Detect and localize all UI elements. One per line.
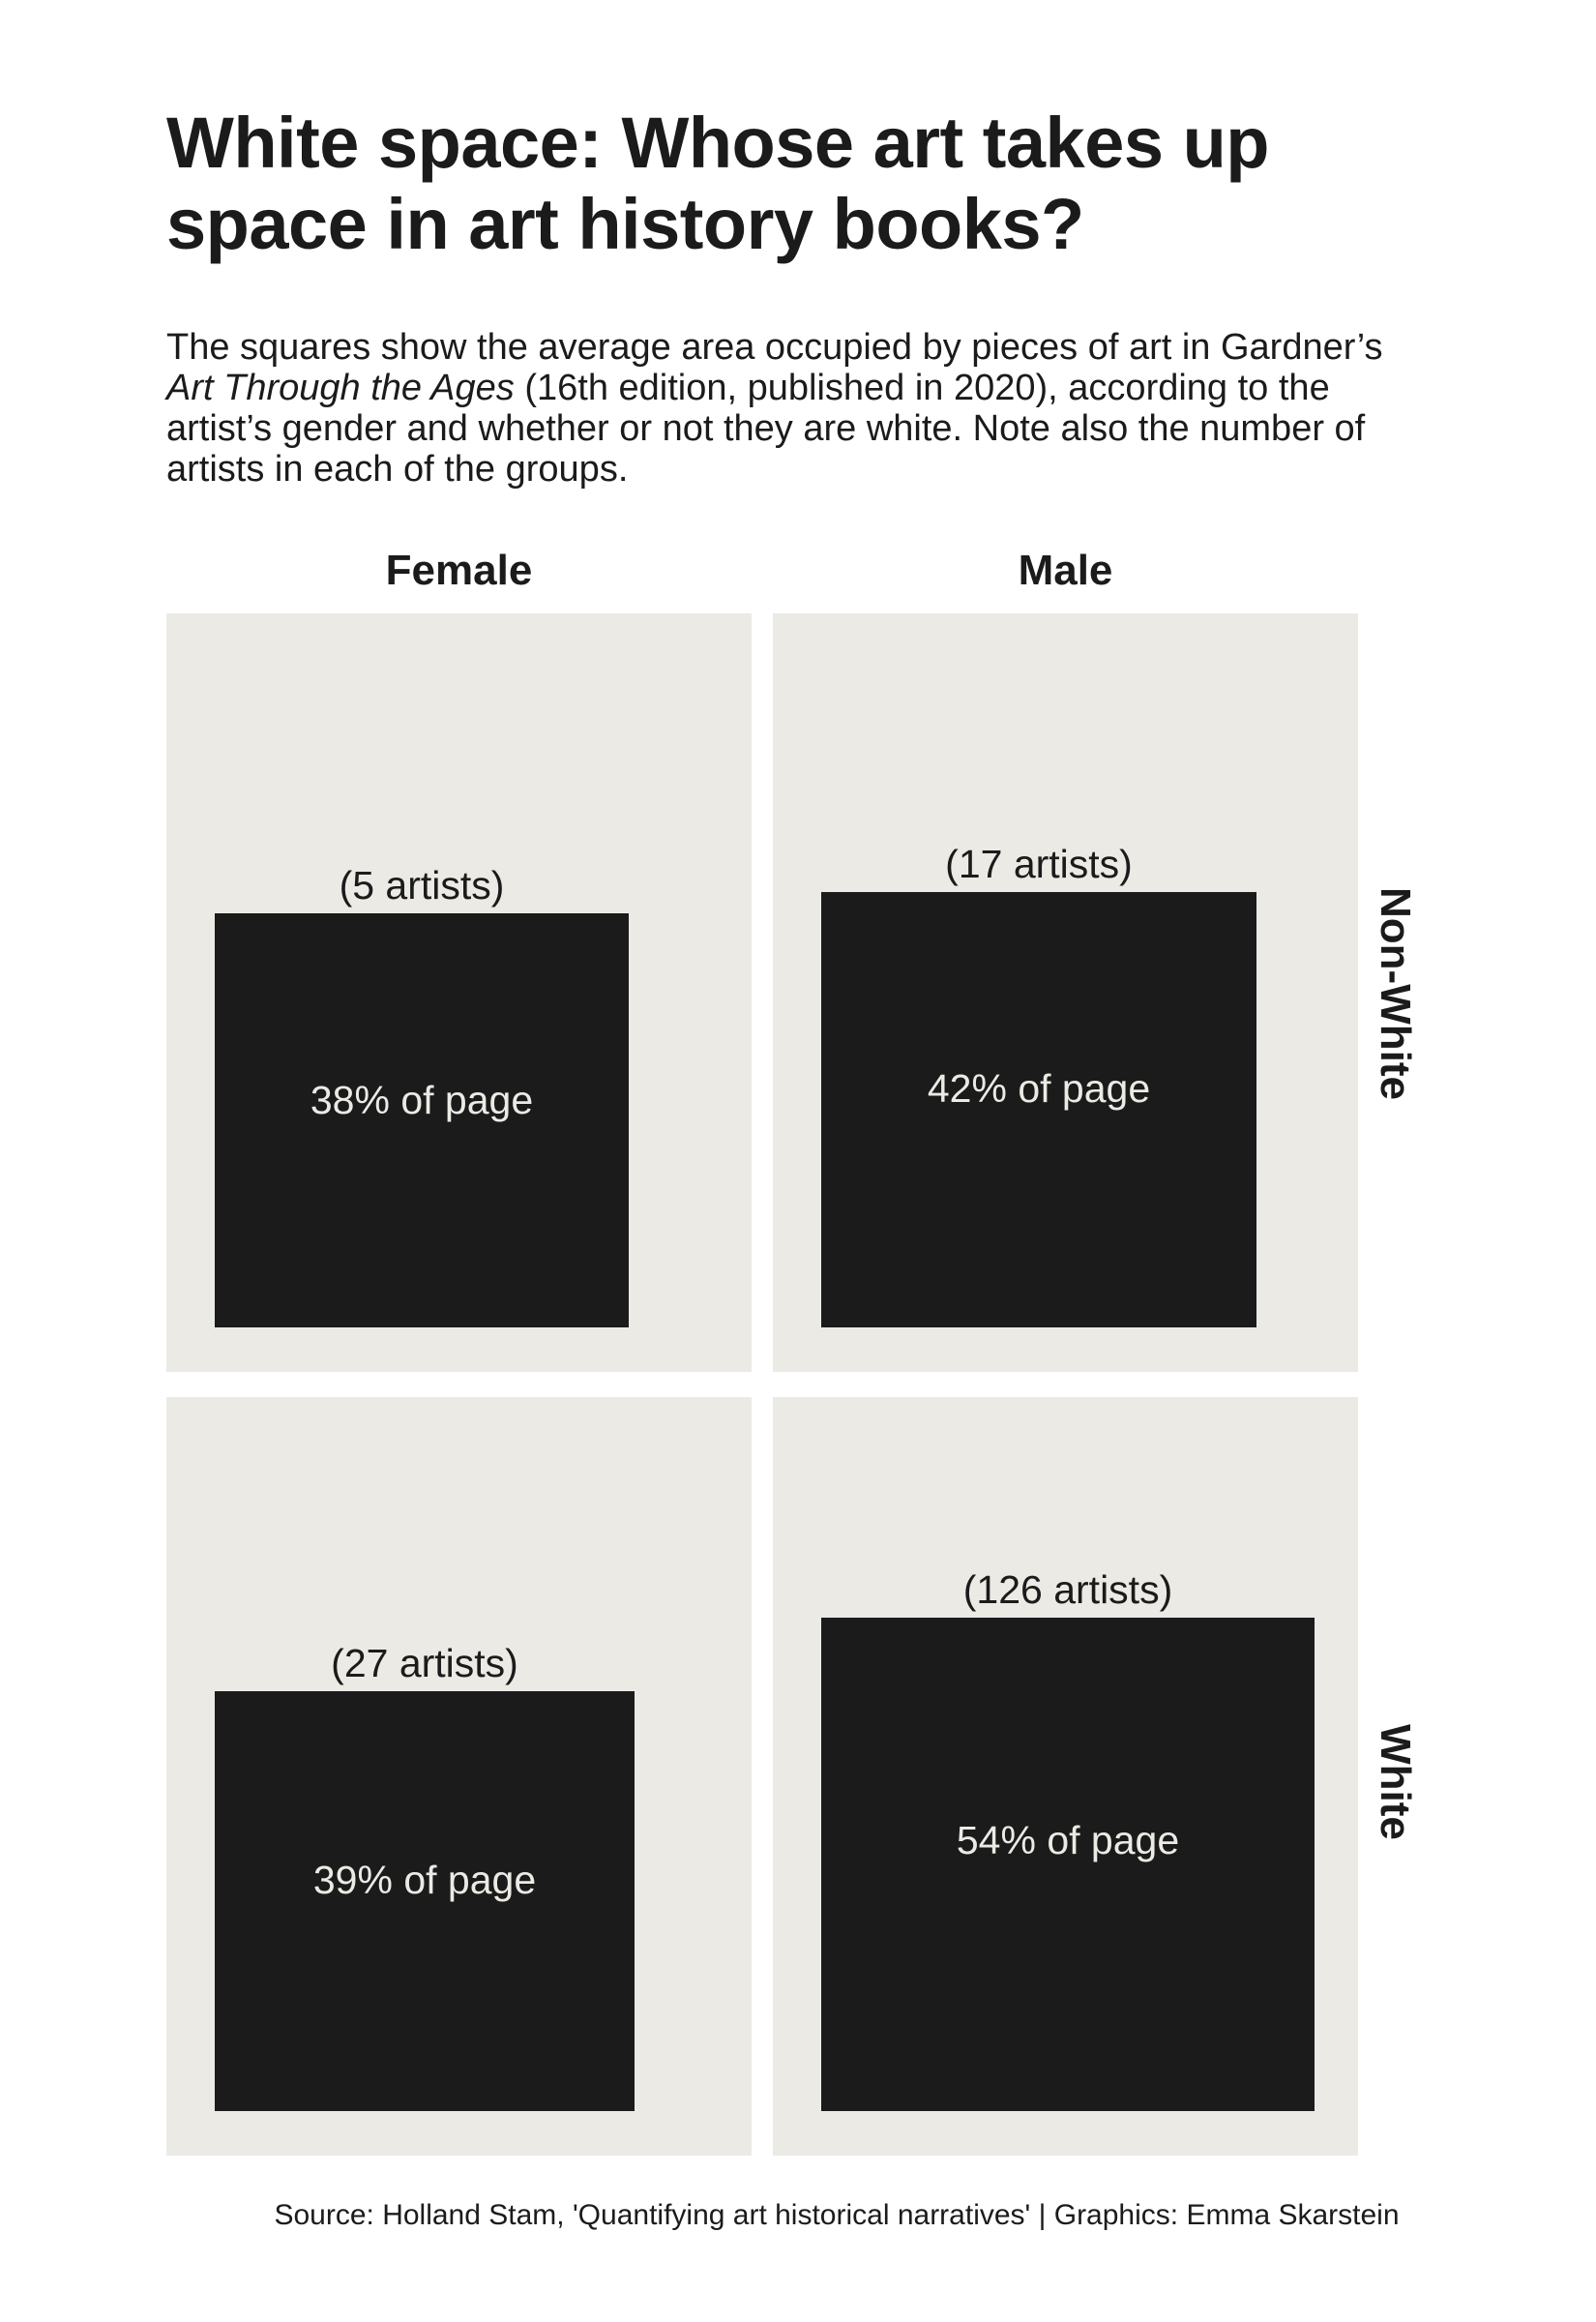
chart-subtitle: The squares show the average area occupi… [166,327,1424,490]
column-label-male: Male [1018,547,1113,594]
chart-title: White space: Whose art takes up space in… [166,103,1270,264]
area-square-female-non-white [215,913,629,1327]
percent-of-page-label: 42% of page [927,1065,1151,1111]
row-label-white: White [1372,1724,1419,1840]
percent-of-page-label: 54% of page [956,1817,1180,1862]
area-square-male-white [821,1618,1315,2111]
source-caption: Source: Holland Stam, 'Quantifying art h… [274,2199,1400,2231]
row-label-non-white: Non-White [1372,887,1419,1100]
area-square-male-non-white [821,892,1256,1327]
artist-count-label: (27 artists) [331,1641,518,1685]
column-label-female: Female [385,547,533,594]
subtitle-book-title: Art Through the Ages [166,368,515,408]
percent-of-page-label: 38% of page [310,1077,534,1122]
area-square-female-white [215,1691,635,2111]
artist-count-label: (5 artists) [339,863,505,908]
subtitle-text-end: (16th edition, published in 2020), accor… [166,368,1366,490]
artist-count-label: (17 artists) [945,842,1133,886]
subtitle-text-start: The squares show the average area occupi… [166,327,1383,368]
percent-of-page-label: 39% of page [312,1858,537,1903]
artist-count-label: (126 artists) [962,1567,1173,1612]
